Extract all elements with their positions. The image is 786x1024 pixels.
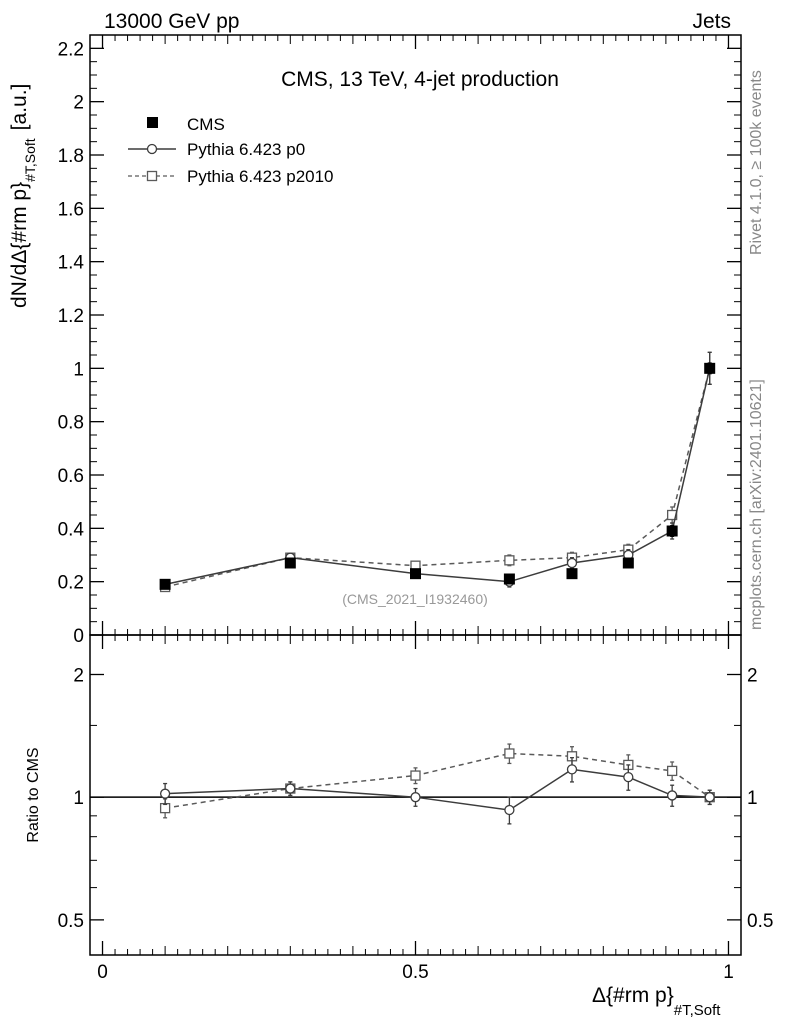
cms-main-point [666,525,678,537]
ratio-y-tick-label: 2 [73,665,84,686]
main-y-axis-subscript: #T,Soft [22,138,38,182]
main-y-tick-label: 2 [73,93,84,114]
x-axis-title: Δ{#rm p}#T,Soft [592,984,721,1019]
process-label: Jets [692,10,731,33]
main-y-tick-label: 0.2 [58,573,84,594]
ratio-y-tick-label-right: 2 [747,665,758,686]
x-tick-label: 0 [97,962,108,983]
p2010-ratio-line [164,752,711,809]
ratio-y-tick-label-right: 0.5 [747,911,773,932]
p0-ratio-point [410,792,421,803]
legend-p2010-label: Pythia 6.423 p2010 [187,167,334,186]
cms-main-point [503,573,515,585]
p2010-ratio-point [504,748,515,759]
cms-main-point [622,557,634,569]
main-y-tick-label: 1 [73,359,84,380]
ratio-y-tick-label: 0.5 [58,911,84,932]
p2010-ratio-point [410,770,421,781]
legend-p0-marker [146,143,158,155]
main-y-tick-label: 1.6 [58,199,84,220]
legend-cms-label: CMS [187,115,225,134]
main-y-tick-label: 0 [73,626,84,647]
energy-label: 13000 GeV pp [104,10,239,33]
ratio-axes: 0 0.5 1 0.5 0.5 1 1 2 2 [58,635,773,983]
ratio-y-axis-title: Ratio to CMS [25,747,42,842]
p0-main-line [164,368,711,586]
p2010-main-point [504,555,515,566]
x-axis-label: Δ{#rm p} [592,984,674,1007]
p0-ratio-point [623,771,634,783]
main-y-tick-label: 0.4 [58,519,85,540]
cms-main-point [284,557,296,569]
p2010-main-point [666,509,678,521]
ratio-y-tick-label: 1 [73,788,84,809]
main-y-tick-label: 1.2 [58,306,84,327]
mcplots-label: mcplots.cern.ch [arXiv:2401.10621] [748,379,765,630]
p0-ratio-point [159,788,171,799]
ratio-y-tick-label-right: 1 [747,788,758,809]
legend: CMS Pythia 6.423 p0 Pythia 6.423 p2010 [128,115,334,186]
cms-main-point [410,568,421,580]
p0-ratio-point [704,792,715,803]
x-axis-subscript: #T,Soft [674,1002,722,1019]
ratio-series-layer [159,743,715,825]
main-y-axis-label: dN/dΔ{#rm p} [8,182,31,308]
main-y-axis-unit: [a.u.] [8,84,31,131]
p2010-main-line [164,368,711,588]
main-y-tick-label: 0.6 [58,466,84,487]
main-axes: 0 0.2 0.4 0.6 0.8 1 1.2 1.4 1.6 1.8 2 2.2 [58,34,741,647]
legend-p0-label: Pythia 6.423 p0 [187,140,305,159]
rivet-label: Rivet 4.1.0, ≥ 100k events [748,70,765,255]
main-y-tick-label: 2.2 [58,39,84,60]
legend-cms-marker [147,117,158,128]
p0-ratio-point [666,790,678,801]
cms-main-point [704,362,716,374]
p0-ratio-point [566,764,578,775]
main-y-tick-label: 1.4 [58,253,85,274]
p0-main-point [566,557,578,569]
analysis-watermark: (CMS_2021_I1932460) [342,591,488,607]
x-tick-label: 0.5 [402,962,428,983]
main-y-tick-label: 0.8 [58,413,84,434]
main-y-axis-title: dN/dΔ{#rm p}#T,Soft [a.u.] [8,84,38,308]
plot-title: CMS, 13 TeV, 4-jet production [281,68,559,91]
x-tick-label: 1 [723,962,734,983]
p0-ratio-point [504,804,515,816]
p0-ratio-line [165,768,710,811]
p2010-ratio-point [666,765,678,777]
main-series-layer [159,351,716,593]
p0-ratio-point [285,783,296,794]
cms-main-point [566,568,578,580]
cms-main-point [159,578,171,590]
legend-p2010-marker [146,170,158,182]
main-y-tick-label: 1.8 [58,146,84,167]
